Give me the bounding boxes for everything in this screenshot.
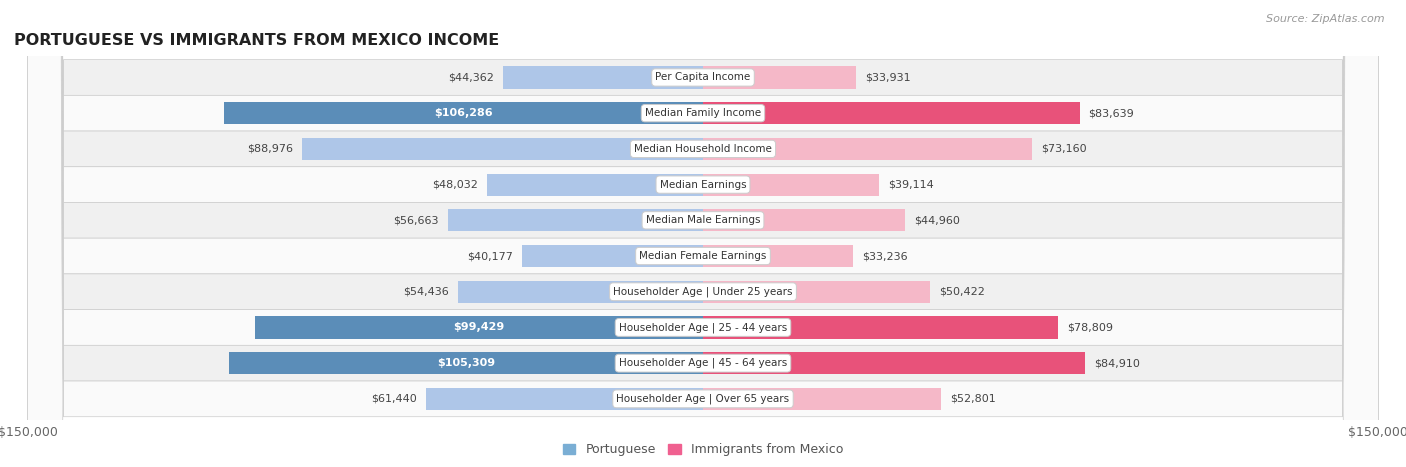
Text: $83,639: $83,639 <box>1088 108 1135 118</box>
Text: $61,440: $61,440 <box>371 394 418 404</box>
Text: Median Female Earnings: Median Female Earnings <box>640 251 766 261</box>
Text: $106,286: $106,286 <box>434 108 494 118</box>
Bar <box>503 66 703 89</box>
Text: $44,362: $44,362 <box>449 72 495 83</box>
Bar <box>486 174 703 196</box>
Bar <box>522 245 703 267</box>
Bar <box>302 138 703 160</box>
Text: $88,976: $88,976 <box>247 144 294 154</box>
Text: $33,931: $33,931 <box>865 72 911 83</box>
FancyBboxPatch shape <box>28 0 1378 467</box>
Text: $54,436: $54,436 <box>404 287 449 297</box>
Text: Householder Age | 45 - 64 years: Householder Age | 45 - 64 years <box>619 358 787 368</box>
Text: Householder Age | Under 25 years: Householder Age | Under 25 years <box>613 286 793 297</box>
FancyBboxPatch shape <box>28 0 1378 467</box>
FancyBboxPatch shape <box>28 0 1378 467</box>
FancyBboxPatch shape <box>28 0 1378 467</box>
Text: $105,309: $105,309 <box>437 358 495 368</box>
Bar <box>703 66 856 89</box>
Bar <box>703 245 852 267</box>
Text: $99,429: $99,429 <box>454 322 505 333</box>
Bar <box>703 138 1032 160</box>
Text: $78,809: $78,809 <box>1067 322 1114 333</box>
Text: $39,114: $39,114 <box>889 180 934 190</box>
FancyBboxPatch shape <box>28 0 1378 467</box>
FancyBboxPatch shape <box>28 0 1378 467</box>
Bar <box>703 281 929 303</box>
FancyBboxPatch shape <box>28 0 1378 467</box>
Text: Householder Age | 25 - 44 years: Householder Age | 25 - 44 years <box>619 322 787 333</box>
Text: Per Capita Income: Per Capita Income <box>655 72 751 83</box>
Text: $33,236: $33,236 <box>862 251 907 261</box>
Text: $48,032: $48,032 <box>432 180 478 190</box>
Text: Median Male Earnings: Median Male Earnings <box>645 215 761 225</box>
FancyBboxPatch shape <box>28 0 1378 467</box>
Bar <box>256 316 703 339</box>
Bar <box>426 388 703 410</box>
Bar <box>449 209 703 231</box>
Text: Householder Age | Over 65 years: Householder Age | Over 65 years <box>616 394 790 404</box>
Legend: Portuguese, Immigrants from Mexico: Portuguese, Immigrants from Mexico <box>558 439 848 461</box>
Text: $50,422: $50,422 <box>939 287 986 297</box>
Text: PORTUGUESE VS IMMIGRANTS FROM MEXICO INCOME: PORTUGUESE VS IMMIGRANTS FROM MEXICO INC… <box>14 33 499 48</box>
Bar <box>458 281 703 303</box>
Bar <box>703 352 1085 374</box>
Bar <box>703 316 1057 339</box>
Bar <box>703 209 905 231</box>
Text: Source: ZipAtlas.com: Source: ZipAtlas.com <box>1267 14 1385 24</box>
Bar <box>225 102 703 124</box>
Text: $40,177: $40,177 <box>467 251 513 261</box>
FancyBboxPatch shape <box>28 0 1378 467</box>
Bar <box>703 388 941 410</box>
FancyBboxPatch shape <box>28 0 1378 467</box>
Bar <box>703 174 879 196</box>
Text: $44,960: $44,960 <box>914 215 960 225</box>
Bar <box>229 352 703 374</box>
Text: $84,910: $84,910 <box>1094 358 1140 368</box>
Text: $52,801: $52,801 <box>950 394 995 404</box>
Text: Median Family Income: Median Family Income <box>645 108 761 118</box>
Bar <box>703 102 1080 124</box>
Text: $73,160: $73,160 <box>1042 144 1087 154</box>
Text: Median Earnings: Median Earnings <box>659 180 747 190</box>
Text: $56,663: $56,663 <box>394 215 439 225</box>
Text: Median Household Income: Median Household Income <box>634 144 772 154</box>
